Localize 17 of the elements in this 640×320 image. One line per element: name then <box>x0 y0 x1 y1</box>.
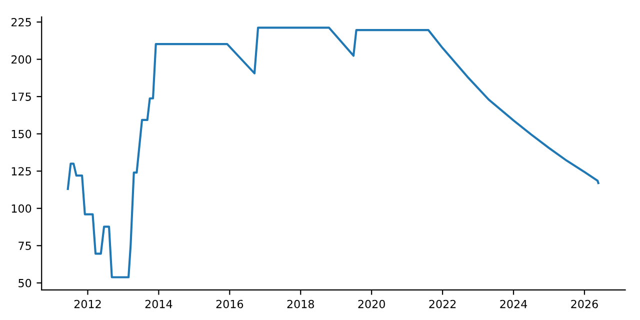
y-tick-label: 150 <box>12 130 32 138</box>
y-tick-label: 75 <box>18 242 31 250</box>
y-tick-label: 200 <box>11 55 32 64</box>
y-tick-label: 175 <box>12 92 31 101</box>
y-tick-label: 50 <box>18 278 32 288</box>
x-tick-label: 2016 <box>216 300 244 308</box>
x-tick-label: 2022 <box>429 300 456 308</box>
x-tick-label: 2018 <box>287 300 314 308</box>
x-tick-label: 2014 <box>145 300 172 308</box>
line-series <box>66 26 600 278</box>
y-tick-label: 225 <box>11 18 31 26</box>
x-tick-label: 2012 <box>74 300 101 308</box>
x-tick-label: 2026 <box>571 300 598 308</box>
x-tick-label: 2024 <box>500 300 528 308</box>
y-tick-label: 125 <box>12 167 31 176</box>
y-tick-label: 100 <box>12 204 32 213</box>
x-tick-label: 2020 <box>358 300 385 308</box>
